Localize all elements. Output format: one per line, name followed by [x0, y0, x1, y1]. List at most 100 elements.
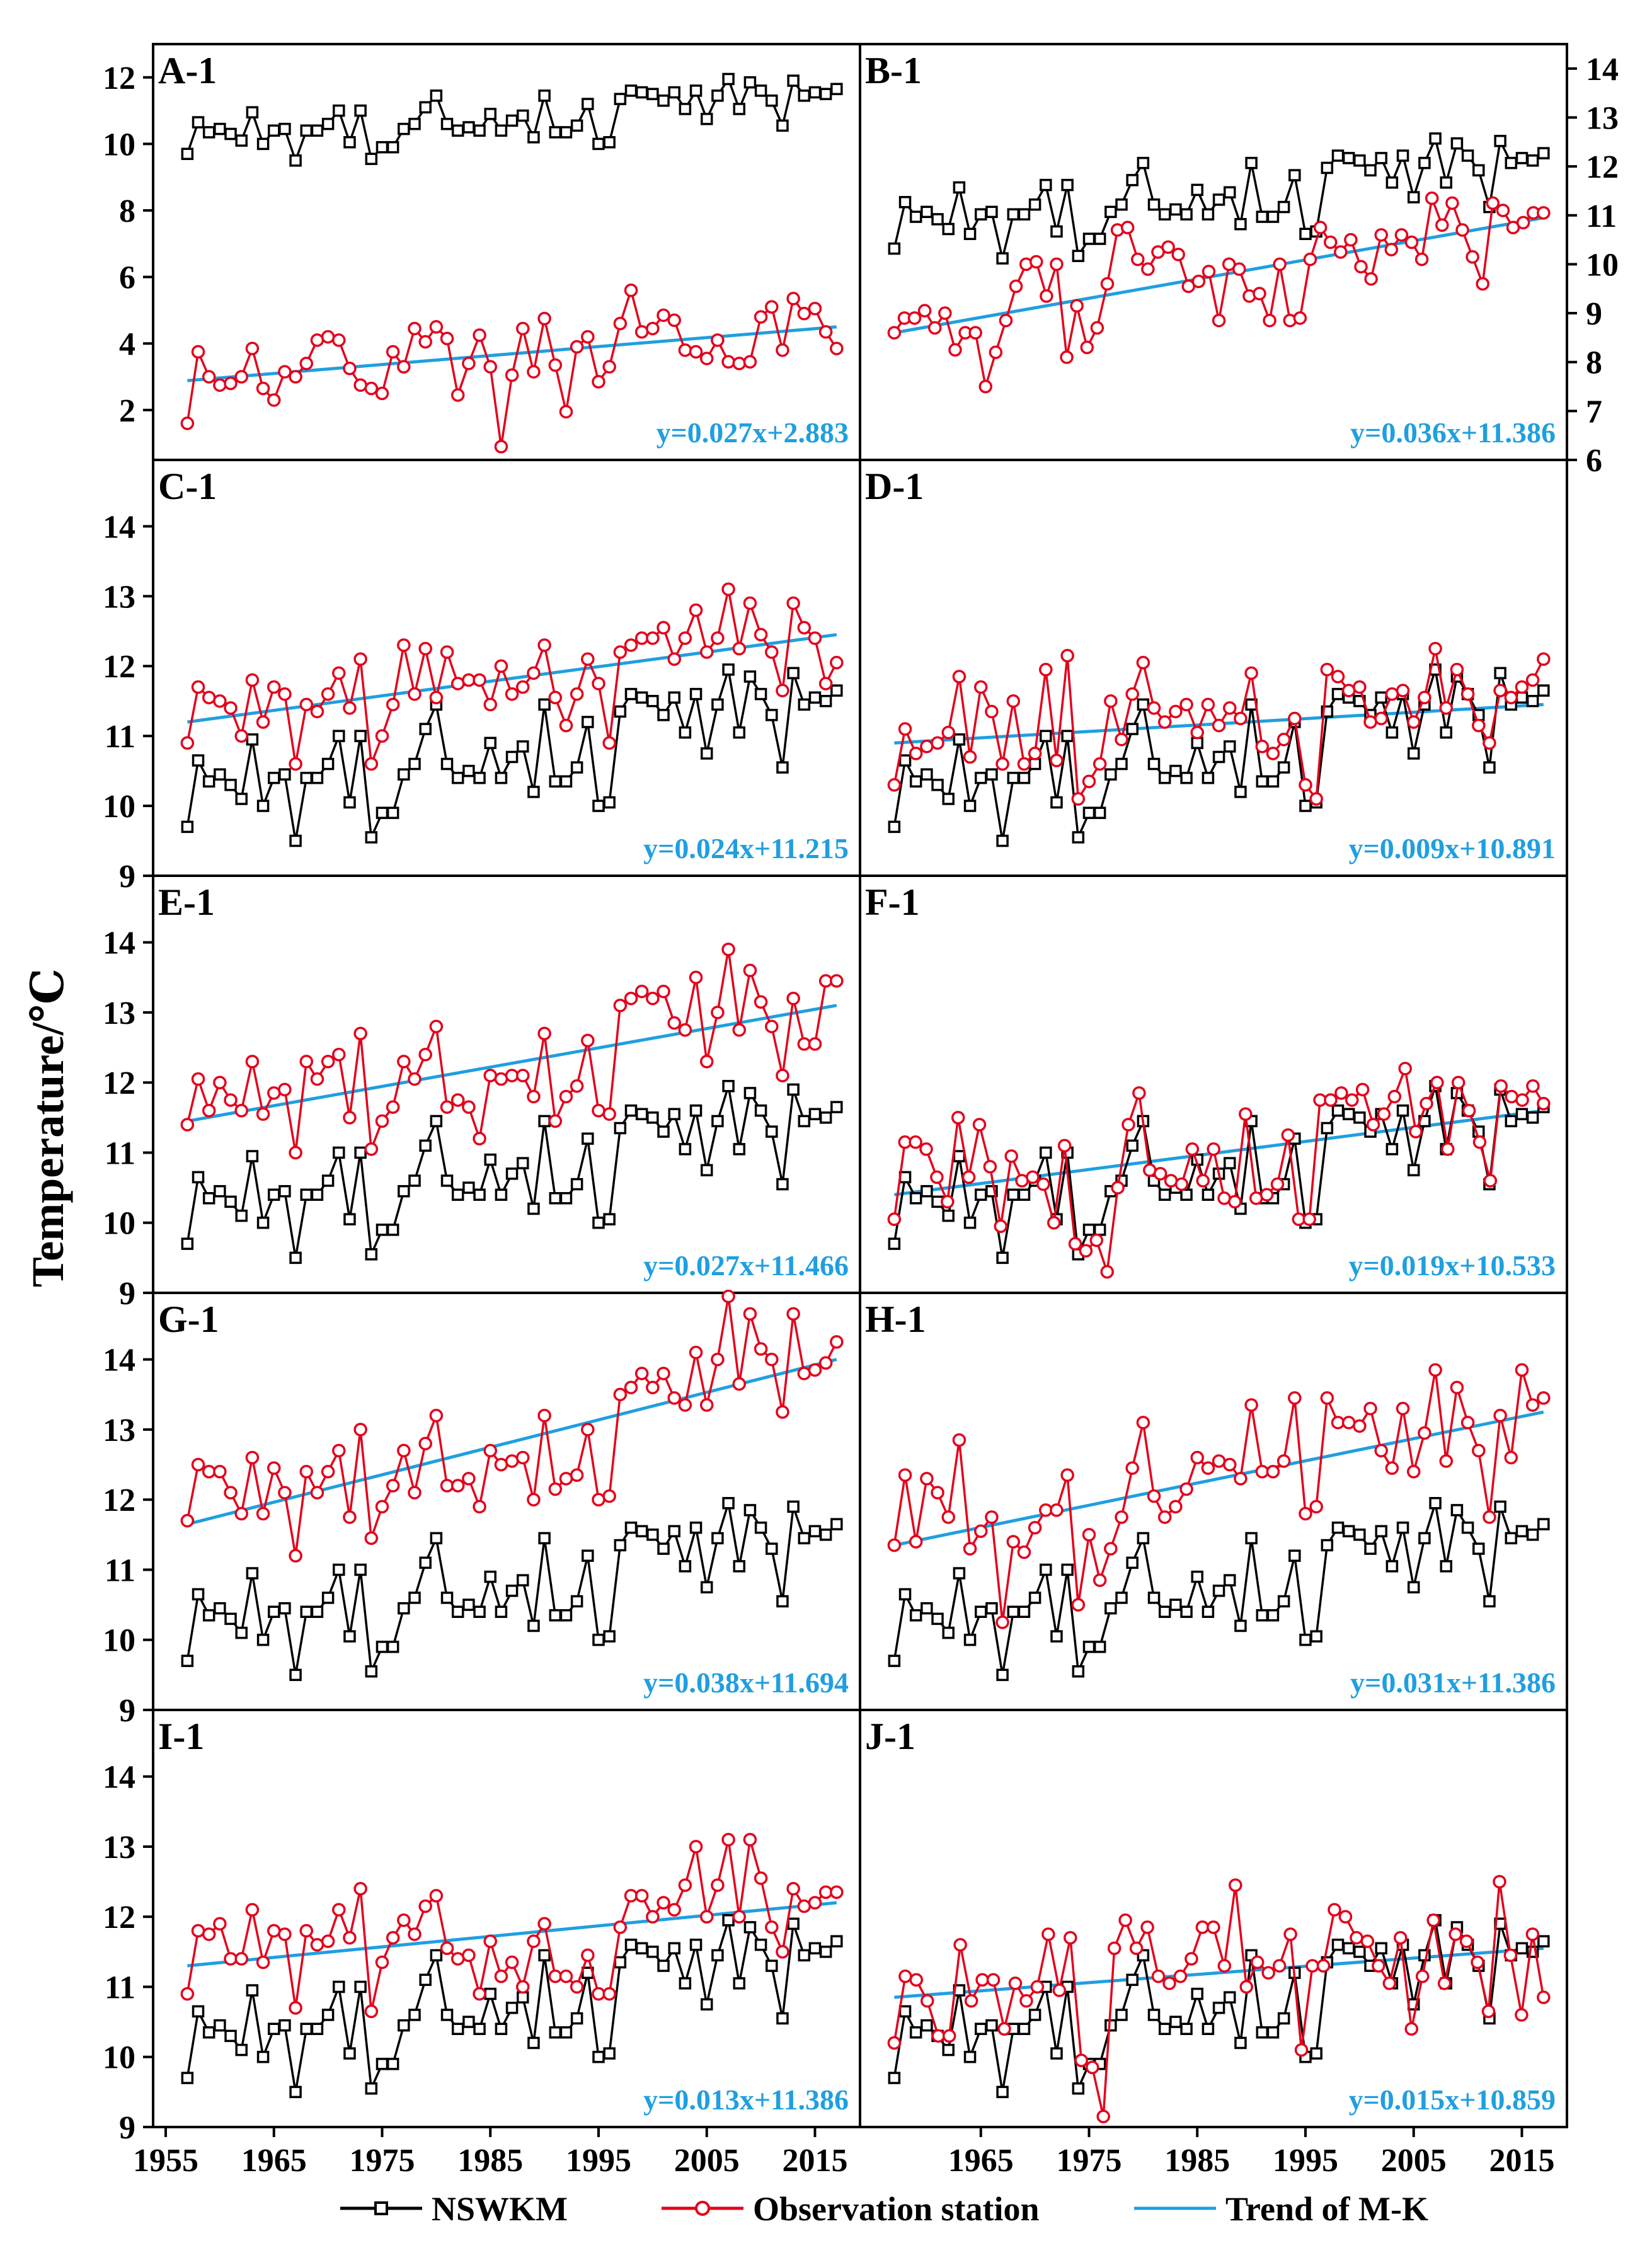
nswkm-point [787, 1917, 800, 1930]
observation-point [321, 1464, 335, 1479]
nswkm-point [776, 119, 789, 132]
nswkm-point [311, 771, 324, 784]
nswkm-point [787, 1083, 800, 1096]
observation-point [907, 311, 922, 325]
observation-point [1387, 1089, 1402, 1104]
observation-point [1039, 663, 1053, 677]
observation-point [245, 1450, 260, 1465]
nswkm-point [1331, 1938, 1345, 1951]
nswkm-point [1407, 1581, 1420, 1594]
trend-line [186, 1004, 837, 1123]
observation-point [462, 673, 476, 687]
observation-point [559, 404, 573, 419]
observation-point [732, 357, 747, 370]
nswkm-point [689, 687, 703, 701]
observation-point [624, 283, 638, 297]
observation-point [699, 1055, 714, 1069]
nswkm-point [289, 834, 302, 847]
nswkm-point [1288, 169, 1301, 181]
panel-i-1: 9 10 11 12 13 14 I-1 y=0.013x+11.386 [103, 1709, 861, 2146]
observation-point [887, 1212, 902, 1226]
observation-point [1026, 1170, 1040, 1184]
nswkm-point [256, 800, 270, 812]
panel-label: H-1 [865, 1299, 926, 1340]
observation-point [559, 1970, 573, 1983]
observation-point [1420, 1096, 1433, 1111]
observation-point [462, 1100, 476, 1114]
observation-point [909, 1973, 924, 1987]
nswkm-point [766, 709, 778, 721]
nswkm-point [192, 754, 205, 767]
nswkm-point [1126, 1139, 1139, 1152]
observation-point [592, 1493, 605, 1506]
observation-point [1316, 1959, 1331, 1973]
observation-point [1028, 1520, 1042, 1535]
y-tick-label: 11 [105, 1135, 135, 1171]
nswkm-point [1461, 149, 1474, 162]
observation-point [581, 1033, 595, 1048]
nswkm-point [1104, 1602, 1117, 1615]
nswkm-point [1224, 1157, 1236, 1169]
observation-point [1472, 1135, 1487, 1149]
observation-point [1195, 1920, 1210, 1934]
nswkm-point [1331, 687, 1345, 701]
nswkm-point [603, 136, 616, 149]
panel-frame [152, 1292, 861, 1711]
x-tick-label: 2015 [1489, 2143, 1554, 2179]
nswkm-point [1082, 1641, 1096, 1653]
nswkm-point [430, 1949, 443, 1962]
observation-series-line [186, 949, 837, 1153]
observation-point [1125, 687, 1139, 701]
nswkm-point [267, 1188, 280, 1201]
observation-point [592, 677, 605, 691]
legend-observation-marker [695, 2201, 710, 2216]
nswkm-point [333, 1146, 345, 1159]
observation-point [1064, 1930, 1077, 1945]
nswkm-point [408, 1174, 421, 1187]
nswkm-point [214, 2019, 226, 2032]
observation-point [964, 1993, 978, 2008]
observation-point [678, 1878, 692, 1892]
y-tick-label: 7 [1586, 394, 1602, 430]
nswkm-point [711, 1532, 724, 1545]
observation-point [1331, 1416, 1345, 1430]
nswkm-point [398, 1602, 410, 1615]
observation-point [213, 694, 227, 708]
nswkm-point [808, 1108, 822, 1121]
observation-point [776, 1945, 789, 1959]
nswkm-point [1169, 1598, 1182, 1611]
observation-point [1460, 687, 1475, 701]
nswkm-point [1353, 154, 1366, 167]
observation-point [224, 1952, 238, 1966]
observation-point [920, 740, 934, 754]
nswkm-point [1537, 684, 1550, 697]
nswkm-point [549, 1192, 562, 1205]
nswkm-point [398, 122, 410, 135]
nswkm-point [646, 88, 659, 100]
observation-point [397, 1443, 411, 1458]
nswkm-point [953, 733, 966, 746]
nswkm-point [1472, 1542, 1485, 1555]
x-tick-label: 1985 [1164, 2143, 1230, 2179]
observation-point [483, 1443, 497, 1458]
observation-point [1382, 1976, 1397, 1990]
nswkm-point [898, 754, 912, 767]
observation-series-line [893, 1881, 1545, 2117]
nswkm-point [386, 2058, 399, 2070]
nswkm-point [942, 222, 955, 236]
observation-point [1153, 1167, 1167, 1181]
observation-point [646, 1910, 660, 1924]
observation-point [1093, 1573, 1107, 1587]
nswkm-point [386, 806, 399, 819]
x-tick-label: 2005 [674, 2143, 740, 2179]
observation-point [1398, 1062, 1412, 1075]
nswkm-point [1526, 1528, 1539, 1541]
nswkm-point [333, 730, 345, 742]
nswkm-point [517, 1991, 529, 2004]
legend-trend: Trend of M-K [1134, 2190, 1428, 2228]
nswkm-point [1526, 154, 1539, 167]
panel-label: J-1 [865, 1716, 915, 1757]
observation-point [440, 331, 454, 346]
observation-point [887, 778, 902, 792]
nswkm-point [473, 771, 486, 784]
